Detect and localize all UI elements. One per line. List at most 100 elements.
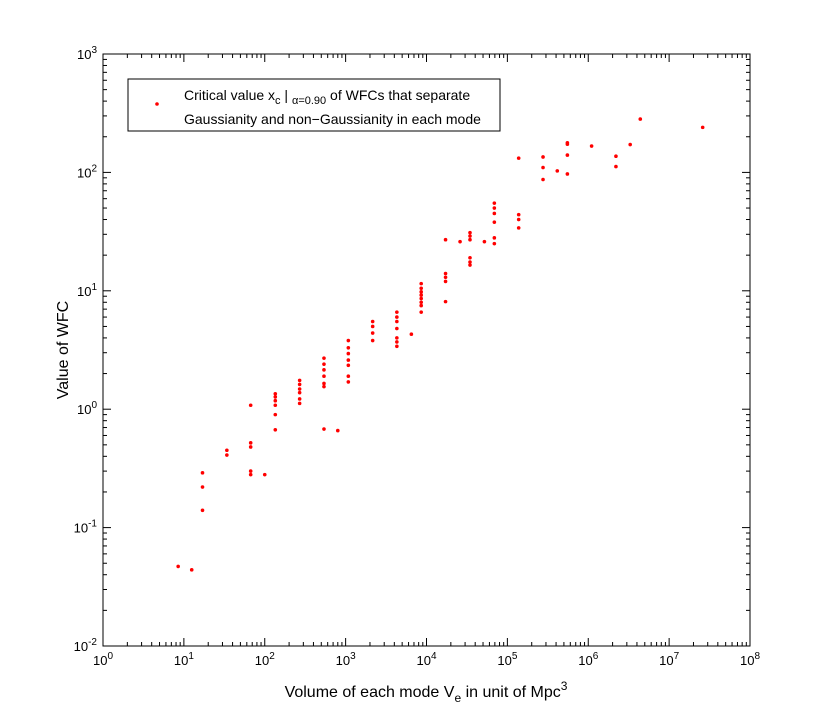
data-point bbox=[565, 172, 570, 176]
data-point bbox=[468, 230, 472, 235]
data-point bbox=[395, 340, 399, 344]
data-point bbox=[248, 445, 253, 449]
data-point bbox=[395, 336, 399, 340]
data-point bbox=[200, 485, 205, 489]
data-point bbox=[225, 453, 229, 457]
data-point bbox=[297, 401, 302, 406]
data-point bbox=[346, 363, 351, 368]
data-point bbox=[443, 275, 448, 280]
data-point bbox=[614, 164, 618, 169]
data-point bbox=[395, 315, 399, 319]
data-point bbox=[273, 395, 278, 399]
data-point bbox=[516, 217, 521, 222]
data-point bbox=[419, 293, 424, 297]
data-point bbox=[322, 427, 326, 431]
data-point bbox=[322, 368, 326, 372]
y-axis-label: Value of WFC bbox=[55, 301, 72, 399]
y-tick-label: 103 bbox=[77, 45, 97, 62]
data-point bbox=[322, 384, 326, 389]
x-tick-label: 104 bbox=[416, 651, 436, 668]
data-point bbox=[419, 286, 424, 291]
data-point bbox=[273, 427, 278, 432]
data-point bbox=[541, 165, 545, 170]
data-point bbox=[346, 351, 351, 356]
data-point bbox=[273, 412, 278, 417]
y-tick-label: 10-1 bbox=[74, 519, 98, 536]
data-point bbox=[370, 324, 375, 329]
x-tick-label: 102 bbox=[255, 651, 275, 668]
data-point bbox=[614, 154, 618, 159]
data-point bbox=[370, 319, 375, 324]
data-point bbox=[492, 201, 497, 205]
data-point bbox=[458, 239, 462, 244]
data-point bbox=[555, 169, 560, 173]
legend: Critical value xc | α=0.90 of WFCs that … bbox=[127, 78, 501, 132]
data-point bbox=[492, 211, 497, 216]
data-point bbox=[443, 237, 448, 242]
data-point bbox=[443, 279, 448, 284]
data-point bbox=[346, 346, 351, 350]
data-point bbox=[589, 144, 594, 148]
data-point bbox=[346, 374, 351, 378]
data-point bbox=[468, 255, 472, 260]
data-point bbox=[419, 290, 424, 294]
data-point bbox=[297, 387, 302, 391]
x-axis-label: Volume of each mode Ve in unit of Mpc3 bbox=[285, 679, 568, 705]
y-tick-label: 101 bbox=[77, 282, 97, 299]
y-tick-label: 10-2 bbox=[74, 637, 98, 654]
data-point bbox=[322, 356, 326, 360]
data-point bbox=[248, 472, 253, 477]
data-point bbox=[346, 380, 351, 384]
data-point bbox=[516, 226, 521, 230]
data-point bbox=[200, 508, 205, 513]
data-point bbox=[248, 403, 253, 408]
data-point bbox=[248, 469, 253, 473]
data-point bbox=[468, 234, 472, 238]
y-tick-label: 102 bbox=[77, 163, 97, 180]
data-point bbox=[468, 263, 472, 267]
data-point bbox=[297, 397, 302, 401]
legend-box bbox=[127, 78, 501, 132]
data-point bbox=[419, 303, 424, 308]
data-point bbox=[176, 564, 180, 569]
data-point bbox=[482, 239, 487, 244]
data-point bbox=[492, 241, 497, 246]
x-tick-label: 106 bbox=[578, 651, 598, 668]
plot-frame bbox=[102, 53, 751, 647]
data-point bbox=[395, 310, 399, 314]
data-point bbox=[322, 362, 326, 366]
data-point bbox=[565, 142, 570, 147]
data-point bbox=[189, 568, 194, 572]
data-point bbox=[443, 299, 448, 304]
data-point bbox=[297, 378, 302, 383]
data-point bbox=[370, 338, 375, 343]
data-point bbox=[335, 428, 340, 433]
data-point bbox=[346, 338, 351, 343]
x-tick-label: 107 bbox=[659, 651, 679, 668]
data-point bbox=[322, 381, 326, 386]
data-point bbox=[700, 125, 705, 130]
data-point bbox=[370, 331, 375, 335]
data-point bbox=[409, 332, 414, 336]
data-point bbox=[395, 326, 399, 331]
legend-marker bbox=[155, 102, 159, 106]
data-point bbox=[200, 471, 205, 475]
data-point bbox=[248, 441, 253, 445]
x-tick-label: 108 bbox=[740, 651, 760, 668]
data-point bbox=[419, 310, 424, 314]
data-point bbox=[419, 281, 424, 286]
data-point bbox=[565, 153, 570, 157]
data-point bbox=[273, 398, 278, 403]
data-point bbox=[492, 206, 497, 210]
data-point bbox=[468, 237, 472, 242]
data-point bbox=[419, 300, 424, 305]
data-point bbox=[273, 391, 278, 396]
data-point bbox=[395, 344, 399, 349]
data-point bbox=[541, 177, 545, 182]
tick-layer: 100 101 102 103 104 105 106 107 108 10-2 10-1 100 10… bbox=[74, 45, 761, 668]
data-point bbox=[443, 271, 448, 276]
data-point bbox=[516, 156, 521, 160]
data-point bbox=[541, 155, 545, 159]
x-tick-label: 103 bbox=[336, 651, 356, 668]
data-point bbox=[273, 403, 278, 408]
